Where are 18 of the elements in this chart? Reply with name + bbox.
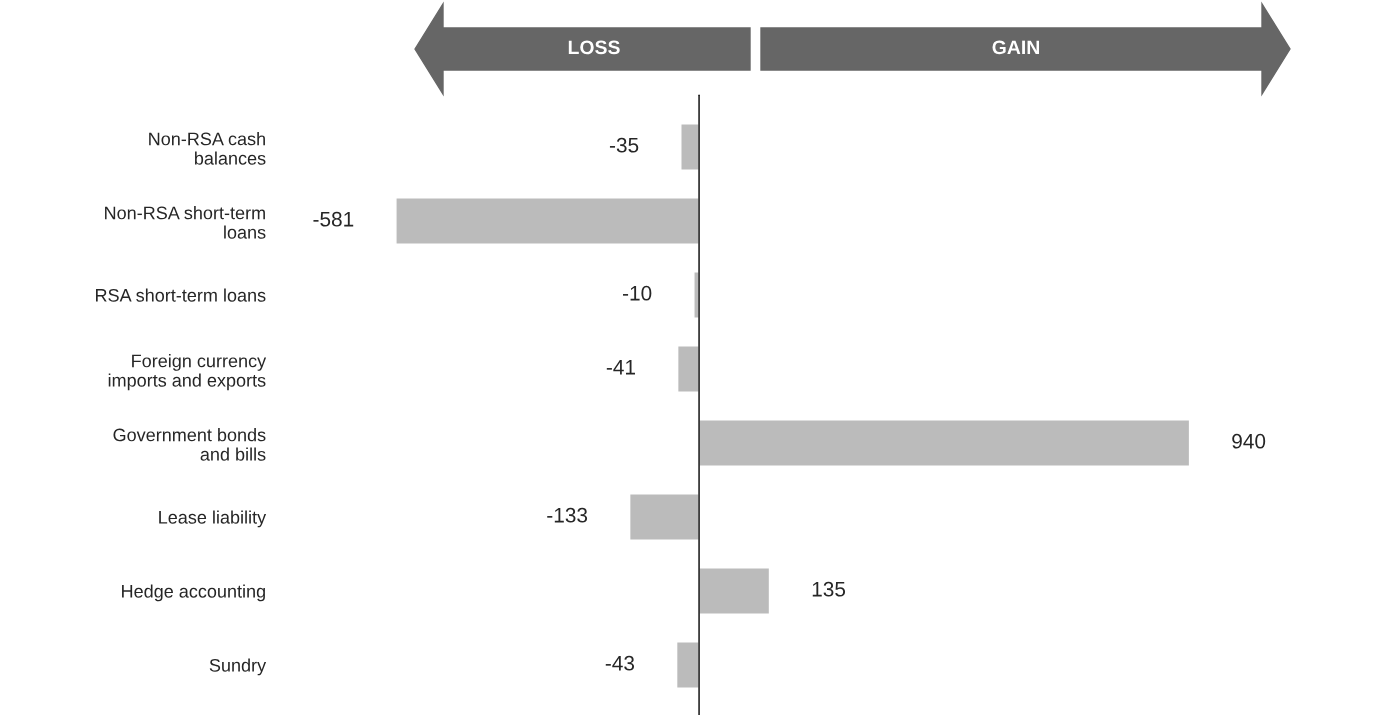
data-label: -133 bbox=[547, 507, 588, 523]
data-label: 940 bbox=[1232, 433, 1266, 449]
y-tick-label: RSA short-term loans bbox=[96, 288, 266, 302]
data-label: -43 bbox=[605, 655, 635, 671]
y-tick-label: Lease liability bbox=[159, 510, 267, 528]
data-label: 135 bbox=[812, 581, 846, 597]
text: LOSS bbox=[568, 40, 620, 55]
text: GAIN bbox=[992, 40, 1039, 55]
data-label: -581 bbox=[313, 211, 354, 227]
y-tick-label: Non-RSA short-term loans bbox=[105, 206, 266, 239]
y-tick-label: Non-RSA cash balances bbox=[149, 132, 266, 165]
data-label: -41 bbox=[606, 360, 635, 375]
y-tick-label: Government bonds and bills bbox=[113, 428, 266, 461]
y-tick-label: Sundry bbox=[209, 658, 267, 676]
y-tick-label: Hedge accounting bbox=[122, 584, 265, 602]
y-tick-label: Foreign currency imports and exports bbox=[108, 354, 267, 391]
data-label: -10 bbox=[622, 285, 652, 301]
data-label: -35 bbox=[609, 137, 639, 153]
